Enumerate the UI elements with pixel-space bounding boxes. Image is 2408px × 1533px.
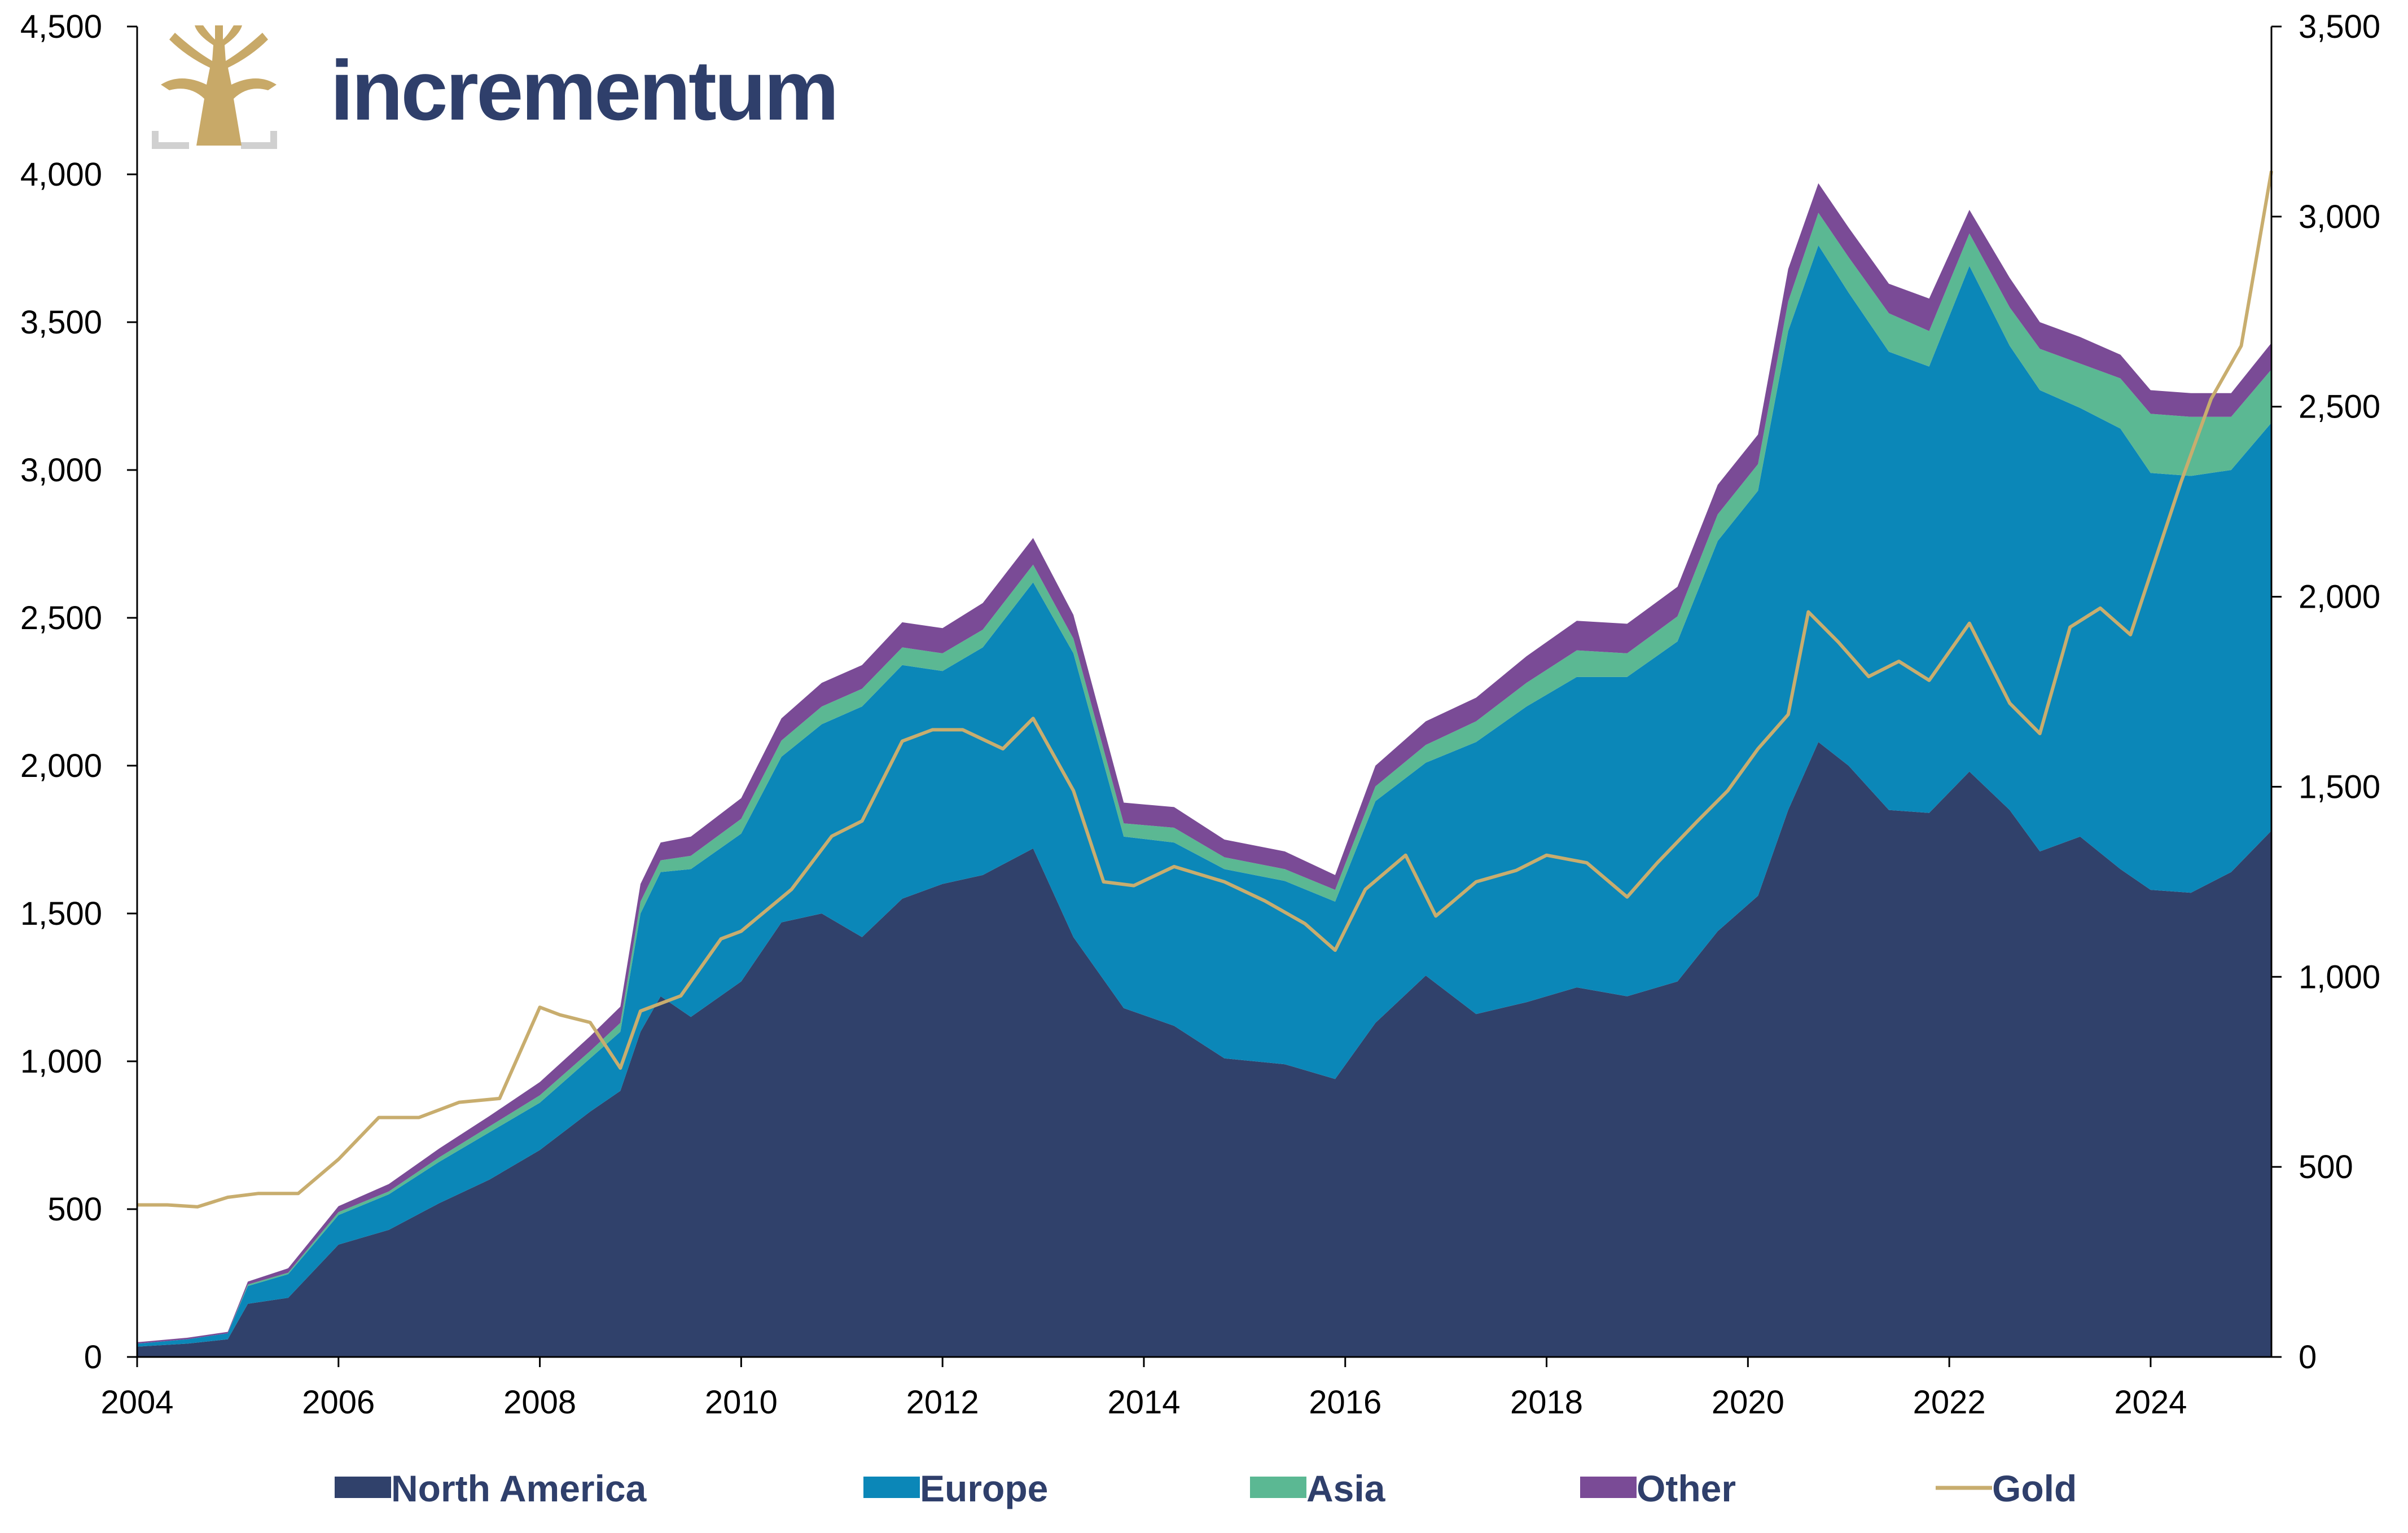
legend-label: Europe (920, 1468, 1048, 1509)
left-tick-label: 3,000 (20, 452, 102, 489)
legend-swatch (335, 1477, 391, 1498)
x-tick-label: 2024 (2114, 1384, 2187, 1421)
x-tick-label: 2016 (1309, 1384, 1381, 1421)
x-tick-label: 2004 (100, 1384, 173, 1421)
left-tick-label: 3,500 (20, 304, 102, 341)
left-tick-label: 2,000 (20, 748, 102, 784)
plot-areas (137, 183, 2271, 1357)
left-tick-label: 0 (84, 1339, 102, 1376)
gold-price-line (137, 170, 2273, 1209)
left-tick-labels: 0 500 1,000 1,500 2,000 2,500 3,000 3,500 4,000 4… (20, 8, 102, 1376)
left-tick-label: 4,000 (20, 156, 102, 193)
left-tick-label: 4,500 (20, 8, 102, 45)
brand-wordmark: incrementum (330, 43, 837, 138)
x-tick-label: 2018 (1510, 1384, 1583, 1421)
x-tick-label: 2014 (1107, 1384, 1180, 1421)
axes (127, 25, 2282, 1367)
right-tick-label: 0 (2299, 1339, 2317, 1376)
right-tick-label: 1,000 (2299, 959, 2380, 995)
area-other (137, 183, 2271, 1344)
gold-line-layer (137, 170, 2273, 1209)
right-tick-label: 3,000 (2299, 199, 2380, 235)
left-tick-label: 2,500 (20, 600, 102, 636)
legend-swatch (1580, 1477, 1637, 1498)
x-tick-label: 2008 (503, 1384, 576, 1421)
legend-label: Asia (1306, 1468, 1386, 1509)
left-tick-label: 1,000 (20, 1043, 102, 1080)
legend: North America Europe Asia Other Gold (335, 1468, 2077, 1509)
left-tick-label: 500 (47, 1191, 102, 1228)
x-tick-label: 2012 (906, 1384, 979, 1421)
x-tick-label: 2020 (1712, 1384, 1784, 1421)
left-tick-label: 1,500 (20, 895, 102, 932)
right-tick-label: 1,500 (2299, 768, 2380, 805)
area-europe (137, 245, 2271, 1347)
logo-frame-left (152, 131, 189, 149)
right-tick-label: 500 (2299, 1149, 2353, 1185)
area-north-america (137, 742, 2271, 1357)
x-tick-label: 2010 (705, 1384, 778, 1421)
area-asia (137, 213, 2271, 1344)
x-tick-labels: 2004 2006 2008 2010 2012 2014 2016 2018 2020 2022… (100, 1384, 2187, 1421)
right-tick-label: 3,500 (2299, 8, 2380, 45)
logo-tree-shape (161, 25, 277, 146)
legend-label: North America (391, 1468, 647, 1509)
incrementum-logo: incrementum (152, 25, 839, 149)
x-tick-label: 2022 (1913, 1384, 1986, 1421)
x-tick-label: 2006 (302, 1384, 375, 1421)
logo-frame-right (241, 131, 277, 149)
tree-icon (152, 25, 277, 149)
legend-label: Gold (1992, 1468, 2077, 1509)
legend-swatch (1250, 1477, 1306, 1498)
right-tick-label: 2,500 (2299, 389, 2380, 425)
right-tick-labels: 0 500 1,000 1,500 2,000 2,500 3,000 3,500 (2299, 8, 2380, 1376)
legend-label: Other (1637, 1468, 1736, 1509)
right-tick-label: 2,000 (2299, 579, 2380, 616)
legend-swatch (863, 1477, 920, 1498)
